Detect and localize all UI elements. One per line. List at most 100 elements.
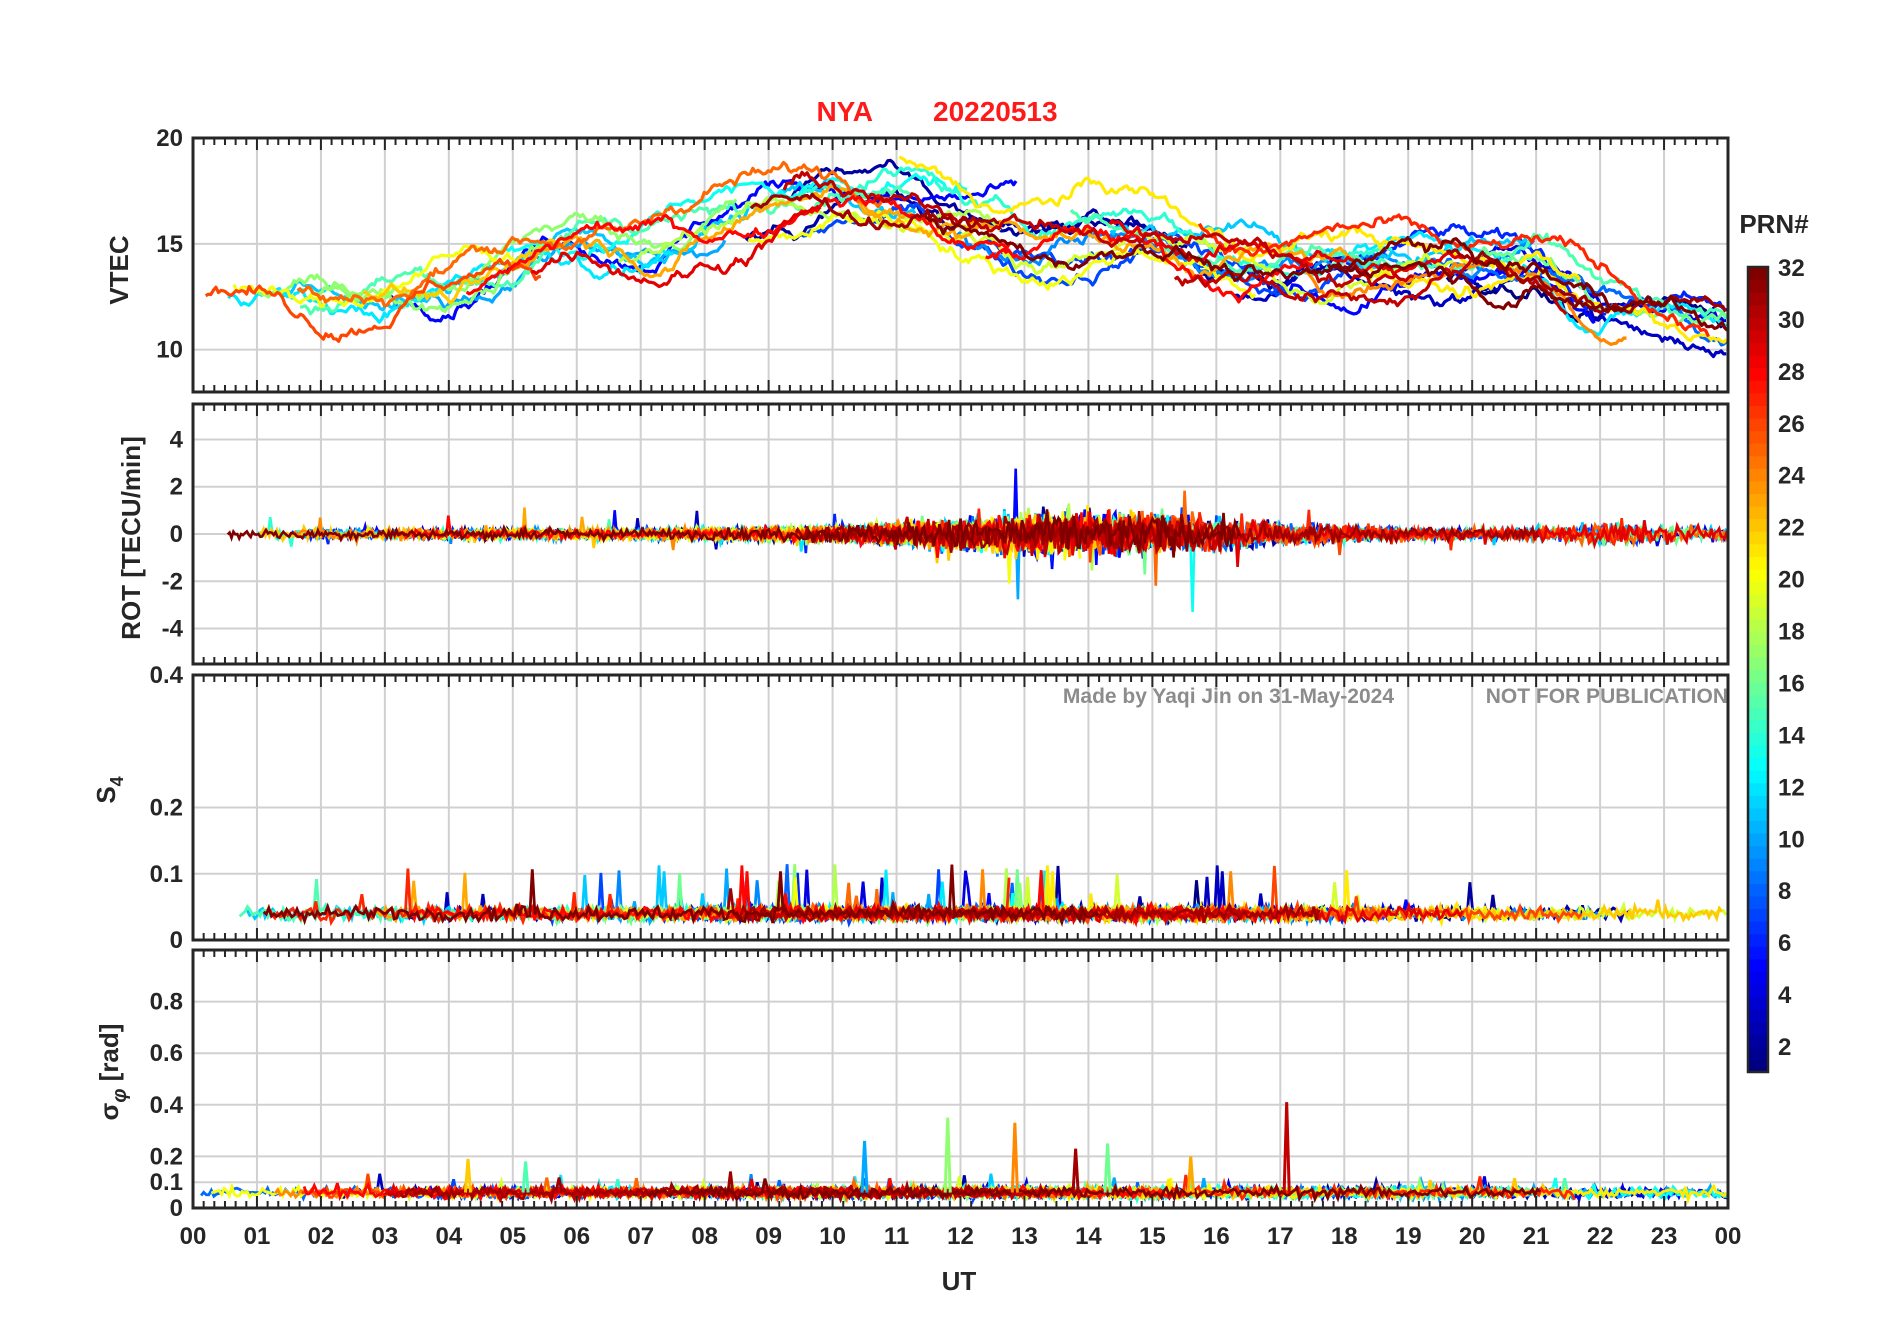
y-tick-label: 0 [170, 1195, 183, 1222]
panel-frame [191, 673, 1730, 942]
s4-series [238, 864, 1728, 928]
panel-frame [191, 136, 1730, 394]
x-tick-label: 08 [691, 1223, 718, 1250]
colorbar-tick-label: 12 [1778, 774, 1805, 801]
colorbar-swatch [1748, 505, 1768, 520]
colorbar-tick-label: 24 [1778, 463, 1805, 490]
colorbar-title: PRN# [1739, 209, 1809, 239]
y-tick-label: 0.1 [150, 861, 183, 888]
sigma-phi-spike [521, 1161, 530, 1193]
colorbar-swatch [1748, 795, 1768, 809]
sigma-phi-spike [1282, 1102, 1291, 1193]
rot-y-label: ROT [TECU/min] [116, 436, 146, 640]
colorbar-swatch [1748, 744, 1768, 759]
vtec-prn-line [296, 160, 892, 308]
colorbar-swatch [1748, 531, 1768, 545]
panel-frame [191, 402, 1730, 666]
x-tick-label: 15 [1139, 1223, 1166, 1250]
x-tick-label: 09 [755, 1223, 782, 1250]
vtec-prn-line [531, 205, 822, 289]
y-tick-label: 0.4 [150, 1092, 184, 1119]
colorbar-swatch [1748, 1059, 1768, 1073]
title-station: NYA [816, 96, 873, 127]
colorbar-swatch [1748, 468, 1768, 482]
colorbar-swatch [1748, 669, 1768, 683]
x-tick-label: 11 [884, 1223, 909, 1250]
y-tick-label: -4 [162, 616, 184, 643]
vtec-prn-line [362, 237, 567, 305]
y-tick-label: 0 [170, 927, 183, 954]
sigma-phi-y-label: σφ [rad] [94, 1024, 131, 1121]
colorbar-swatch [1748, 983, 1768, 998]
x-tick-label: 14 [1075, 1223, 1102, 1250]
colorbar-tick-label: 16 [1778, 670, 1805, 697]
colorbar-swatch [1748, 606, 1768, 620]
panel-frame [191, 948, 1730, 1210]
colorbar-swatch [1748, 895, 1768, 910]
colorbar-swatch [1748, 682, 1768, 696]
colorbar-swatch [1748, 782, 1768, 796]
x-tick-label: 03 [372, 1223, 399, 1250]
colorbar-swatch [1748, 631, 1768, 645]
colorbar-tick-label: 20 [1778, 567, 1805, 594]
vtec-prn-line [510, 184, 989, 279]
colorbar-swatch [1748, 858, 1768, 872]
x-tick-label: 19 [1395, 1223, 1422, 1250]
y-tick-label: 0 [170, 521, 183, 548]
colorbar-swatch [1748, 556, 1768, 570]
vtec-prn-line [800, 202, 1375, 303]
colorbar-swatch [1748, 1046, 1768, 1061]
vtec-y-ticks: 10 15 20 [156, 125, 183, 364]
colorbar-swatch [1748, 581, 1768, 595]
x-tick-label: 23 [1651, 1223, 1678, 1250]
colorbar-swatch [1748, 405, 1768, 419]
colorbar-swatch [1748, 807, 1768, 822]
sigma-phi-y-ticks: 00.10.2 0.4 0.6 0.8 [150, 989, 184, 1222]
s4-prn-line [262, 864, 1099, 928]
colorbar-swatch [1748, 480, 1768, 495]
colorbar-tick-label: 14 [1778, 722, 1805, 749]
colorbar-swatch [1748, 518, 1768, 532]
vtec-prn-line [204, 257, 542, 343]
y-tick-label: 0.4 [150, 662, 184, 689]
vtec-prn-line [898, 155, 1582, 281]
x-ticks: 00 01 02 03 04 05 06 07 08 09 10 11 12 13 14 15 16 17 18 19… [180, 1223, 1742, 1250]
colorbar-frame [1746, 265, 1770, 1074]
colorbar-tick-label: 18 [1778, 619, 1805, 646]
colorbar-swatch [1748, 870, 1768, 884]
colorbar-swatch [1748, 279, 1768, 293]
y-tick-label: 2 [170, 474, 183, 501]
x-tick-label: 21 [1523, 1223, 1550, 1250]
colorbar-swatch [1748, 908, 1768, 922]
colorbar-swatch [1748, 342, 1768, 356]
sigma-phi-spike [943, 1117, 952, 1193]
colorbar-swatch [1748, 443, 1768, 457]
x-tick-label: 17 [1267, 1223, 1294, 1250]
x-tick-label: 10 [819, 1223, 846, 1250]
rot-prn-line [831, 515, 1225, 557]
colorbar-swatch [1748, 757, 1768, 771]
vtec-prn-line [257, 242, 544, 314]
rot-y-ticks: -4 -2 0 2 4 [162, 426, 184, 642]
colorbar-tick-label: 10 [1778, 826, 1805, 853]
y-tick-label: 0.8 [150, 989, 183, 1016]
vtec-prn-line [924, 215, 1625, 313]
colorbar-tick-label: 8 [1778, 878, 1791, 905]
colorbar-swatch [1748, 493, 1768, 507]
vtec-y-label: VTEC [104, 235, 134, 305]
x-tick-label: 02 [308, 1223, 335, 1250]
s4-axes [191, 673, 1730, 942]
colorbar-swatch [1748, 430, 1768, 444]
colorbar-tick-label: 22 [1778, 515, 1805, 542]
x-tick-label: 06 [563, 1223, 590, 1250]
sigma-phi-grid [193, 950, 1728, 1209]
vtec-prn-line [1445, 248, 1727, 314]
rot-axes [191, 402, 1730, 666]
colorbar-swatch [1748, 770, 1768, 784]
vtec-prn-line [1197, 213, 1710, 338]
colorbar-tick-label: 32 [1778, 255, 1805, 282]
colorbar-tick-label: 28 [1778, 359, 1805, 386]
colorbar-swatch [1748, 329, 1768, 344]
y-tick-label: -2 [162, 568, 183, 595]
colorbar-swatch [1748, 367, 1768, 381]
